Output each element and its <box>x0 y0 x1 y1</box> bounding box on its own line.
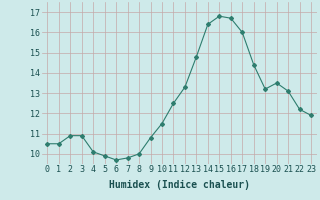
X-axis label: Humidex (Indice chaleur): Humidex (Indice chaleur) <box>109 180 250 190</box>
